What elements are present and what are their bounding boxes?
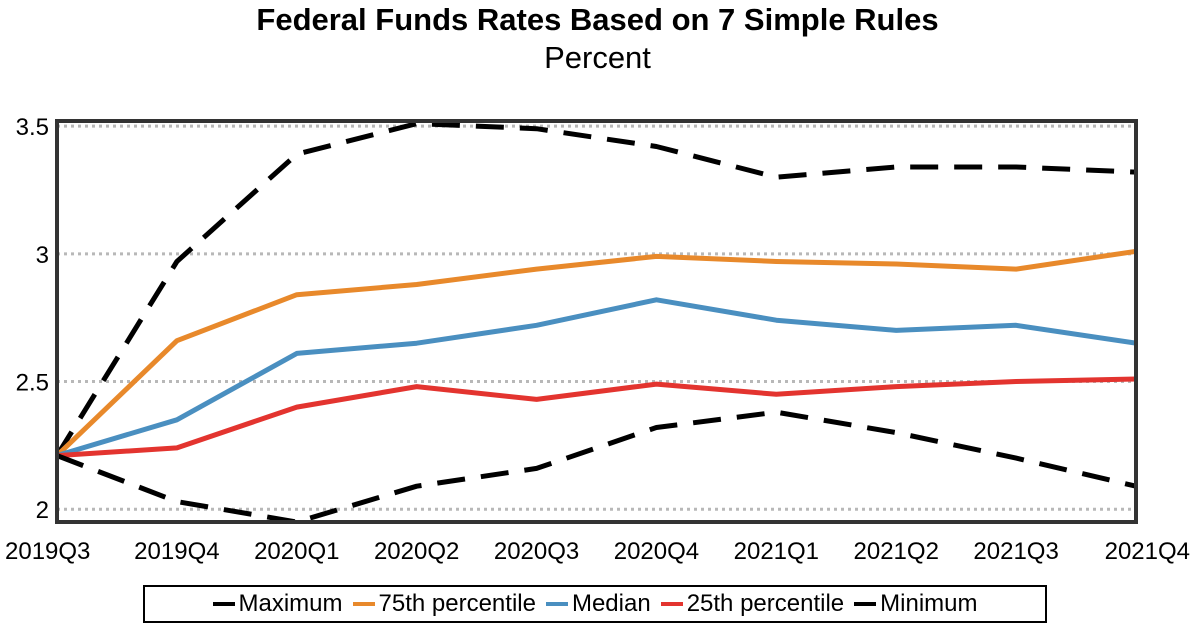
legend-item-maximum: Maximum xyxy=(212,590,343,618)
series-line-25th-percentile xyxy=(57,376,1136,459)
x-tick-label-8: 2021Q3 xyxy=(973,538,1058,565)
x-tick-label-7: 2021Q2 xyxy=(854,538,939,565)
x-tick-label-2: 2020Q1 xyxy=(254,538,339,565)
y-tick-label-2: 3 xyxy=(36,242,49,269)
legend-label-75th-percentile: 75th percentile xyxy=(378,590,536,617)
y-tick-label-0: 2 xyxy=(36,497,49,524)
y-tick-label-3: 3.5 xyxy=(16,114,49,141)
y-tick-label-1: 2.5 xyxy=(16,370,49,397)
series-line-75th-percentile xyxy=(57,248,1136,458)
legend-item-median: Median xyxy=(545,590,651,618)
x-tick-label-9: 2021Q4 xyxy=(1105,538,1190,565)
plot-frame xyxy=(55,119,1138,524)
line-chart: 2 2.5 3 3.5 2019Q3 2019Q4 2020Q1 2020Q2 2020Q3 20… xyxy=(5,114,1190,565)
legend-swatch-25th-percentile xyxy=(660,602,683,606)
chart-title: Federal Funds Rates Based on 7 Simple Ru… xyxy=(256,2,939,37)
x-tick-label-4: 2020Q3 xyxy=(494,538,579,565)
series-line-median xyxy=(57,297,1136,458)
legend-swatch-median xyxy=(545,602,568,606)
x-tick-label-1: 2019Q4 xyxy=(134,538,219,565)
legend-label-maximum: Maximum xyxy=(238,590,343,617)
legend-swatch-minimum xyxy=(854,602,877,606)
x-tick-label-6: 2021Q1 xyxy=(734,538,819,565)
legend-item-75th-percentile: 75th percentile xyxy=(352,590,536,618)
x-tick-label-3: 2020Q2 xyxy=(374,538,459,565)
legend-label-25th-percentile: 25th percentile xyxy=(686,590,845,617)
chart-legend: Maximum 75th percentile Median 25th percent… xyxy=(143,585,1047,623)
x-tick-label-0: 2019Q3 xyxy=(5,538,90,565)
x-tick-label-5: 2020Q4 xyxy=(614,538,699,565)
legend-item-25th-percentile: 25th percentile xyxy=(660,590,845,618)
legend-swatch-maximum xyxy=(212,602,235,606)
series-line-minimum xyxy=(57,409,1136,522)
chart-subtitle: Percent xyxy=(544,40,651,75)
legend-label-median: Median xyxy=(571,590,651,617)
legend-label-minimum: Minimum xyxy=(880,590,978,617)
series-line-maximum xyxy=(57,121,1136,457)
legend-swatch-75th-percentile xyxy=(352,602,375,606)
legend-item-minimum: Minimum xyxy=(854,590,977,618)
